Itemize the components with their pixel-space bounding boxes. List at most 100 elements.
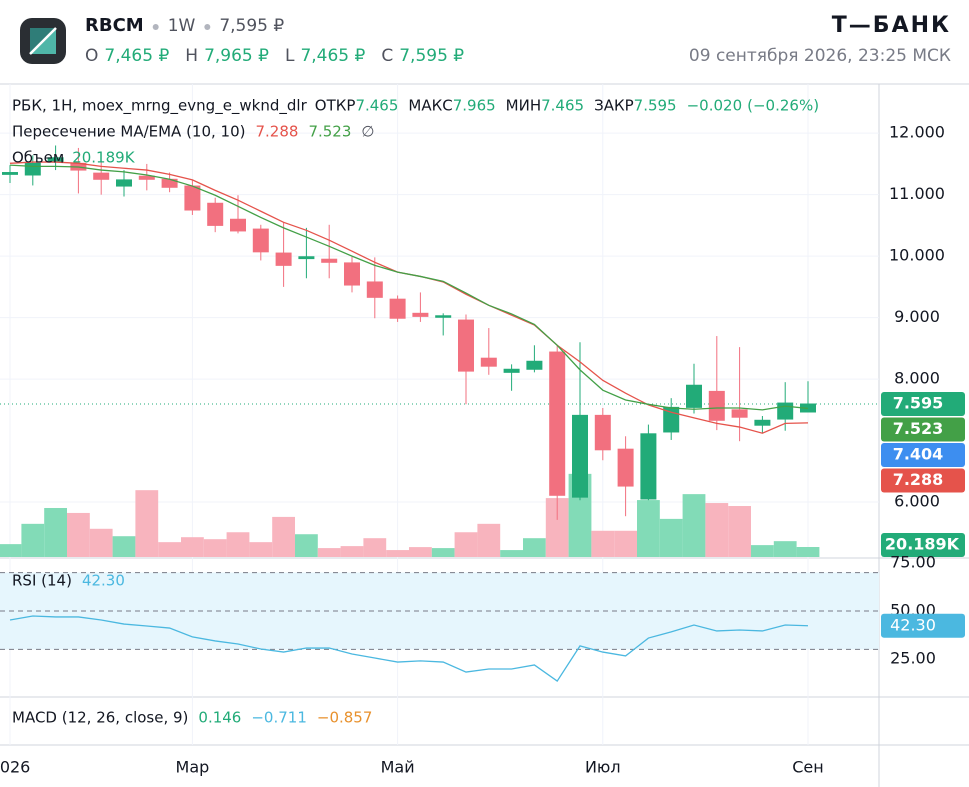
candle-body <box>24 162 41 176</box>
candle-body <box>275 252 292 266</box>
volume-bar <box>659 518 683 557</box>
volume-bar <box>728 506 751 557</box>
price-box-label: 7.404 <box>893 444 944 463</box>
volume-bar <box>637 500 660 557</box>
volume-bar <box>409 547 432 557</box>
legend-value: 0.146 <box>198 709 241 727</box>
candle-body <box>777 402 794 420</box>
y-tick-label: 6.000 <box>894 492 940 511</box>
candle-body <box>2 172 18 175</box>
ohlc-label: H <box>185 46 198 66</box>
legend-label: МИН <box>506 97 541 115</box>
candle-body <box>617 448 634 487</box>
legend-title: РБК, 1Н, moex_mrng_evng_e_wknd_dlr <box>12 97 308 116</box>
legend-label: ОТКР <box>315 97 356 115</box>
separator <box>152 24 159 30</box>
volume-bar <box>363 538 387 557</box>
legend-value: 7.465 <box>541 97 584 115</box>
volume-bar <box>340 546 364 557</box>
ohlc-label: L <box>285 46 295 66</box>
candle-body <box>686 384 702 408</box>
legend-label: МАКС <box>408 97 452 115</box>
x-tick-label: Июл <box>585 758 621 777</box>
candle-body <box>389 298 406 319</box>
candle-body <box>298 256 315 260</box>
candle-body <box>184 185 201 211</box>
volume-bar <box>112 536 136 557</box>
legend-value: 7.523 <box>308 123 351 141</box>
y-tick-label: 25.00 <box>890 648 936 667</box>
volume-bar <box>773 541 797 557</box>
volume-bar <box>203 539 227 557</box>
legend-title: Пересечение MA/EMA (10, 10) <box>12 123 246 141</box>
candle-body <box>526 360 543 370</box>
candle-body <box>412 312 429 317</box>
x-tick-label: Сен <box>792 758 823 777</box>
volume-bar <box>44 507 67 557</box>
brand: Т—БАНК <box>832 13 951 38</box>
legend-value: 42.30 <box>82 572 125 590</box>
price-box-label: 7.523 <box>893 419 944 438</box>
volume-bar <box>545 498 569 557</box>
candle-body <box>594 414 611 451</box>
candle-body <box>549 351 566 496</box>
ma-line <box>9 164 809 411</box>
volume-bar <box>796 547 820 557</box>
volume-bar <box>249 542 273 557</box>
volume-bar <box>21 523 45 557</box>
volume-bar <box>226 532 250 557</box>
legend-value: 20.189K <box>72 149 135 167</box>
volume-bar <box>523 538 546 557</box>
legend-value: −0.711 <box>251 709 307 727</box>
candle-body <box>480 357 497 367</box>
volume-bar <box>705 503 729 557</box>
candle-body <box>116 179 132 187</box>
legend-value: 7.465 <box>355 97 398 115</box>
interval: 1W <box>168 16 196 36</box>
legend-value: 7.965 <box>453 97 496 115</box>
price-box <box>881 442 965 467</box>
legend-symbol: ∅ <box>361 123 374 141</box>
price-box-label: 7.595 <box>893 393 944 412</box>
volume-bar <box>386 550 409 557</box>
legend-title: RSI (14) <box>12 572 72 590</box>
candle-body <box>252 228 269 253</box>
candle-body <box>366 281 383 298</box>
candle-body <box>93 172 110 180</box>
volume-bar <box>0 544 22 557</box>
rsi-line <box>9 615 809 682</box>
volume-bar <box>500 550 523 557</box>
volume-bar <box>614 530 637 557</box>
volume-bar <box>272 516 295 557</box>
legend-change: −0.020 <box>687 97 743 115</box>
separator <box>204 24 211 30</box>
logo-mark <box>29 27 57 55</box>
y-tick-label: 10.000 <box>889 246 945 265</box>
candle-body <box>708 390 725 421</box>
datetime: 09 сентября 2026, 23:25 МСК <box>689 46 951 66</box>
rsi-box <box>881 613 965 638</box>
price-box <box>881 391 965 416</box>
plot <box>0 84 879 745</box>
ohlc-value: 7,965 ₽ <box>204 46 269 66</box>
volume-bar <box>751 545 774 557</box>
volume-bar <box>477 523 501 557</box>
volume-box-label: 20.189K <box>885 535 960 554</box>
ohlc-label: C <box>381 46 393 66</box>
legend-value: −0.857 <box>317 709 373 727</box>
volume-bar <box>295 534 318 557</box>
volume-bar <box>67 512 90 557</box>
x-tick-label: Май <box>381 758 415 777</box>
volume-bar <box>454 532 478 557</box>
volume-bar <box>682 494 706 557</box>
ohlc-label: O <box>85 46 98 66</box>
rsi-box-label: 42.30 <box>890 615 936 634</box>
price: 7,595 ₽ <box>219 16 284 36</box>
legend-value: 7.595 <box>634 97 677 115</box>
legend-value: 7.288 <box>256 123 299 141</box>
y-tick-label: 75.00 <box>890 552 936 571</box>
symbol: RBCM <box>85 15 144 36</box>
candle-body <box>754 419 771 426</box>
